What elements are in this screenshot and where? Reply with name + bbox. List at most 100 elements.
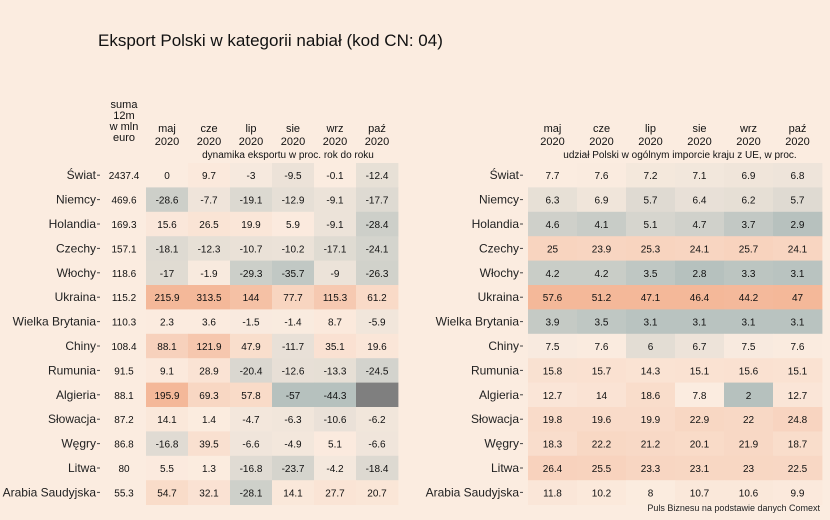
- cell-value-1-5-2: 47.1: [641, 293, 661, 304]
- cell-1-8-5: [773, 358, 823, 383]
- cell-value-0-11-5: -6.6: [368, 440, 386, 451]
- cell-value-0-0-1: 9.7: [202, 171, 216, 182]
- cell-value-0-1-2: -19.1: [240, 196, 263, 207]
- cell-value-0-2-4: -9.1: [326, 220, 344, 231]
- cell-value-0-5-1: 313.5: [196, 293, 221, 304]
- cell-0-11-4: [314, 431, 357, 457]
- cell-0-0-2: [230, 163, 273, 188]
- cell-value-1-7-0: 7.5: [546, 342, 560, 353]
- cell-value-1-0-5: 6.8: [791, 171, 805, 182]
- sum-header-line-1: 12m: [113, 110, 134, 122]
- cell-1-10-1: [577, 407, 627, 432]
- row-label-1-10: Słowacja: [471, 412, 519, 426]
- cell-1-2-5: [773, 211, 823, 237]
- cell-value-1-6-1: 3.5: [595, 318, 609, 329]
- cell-1-2-3: [675, 211, 725, 237]
- cell-value-0-12-4: -4.2: [326, 464, 344, 475]
- col-header-year-1-2: 2020: [638, 136, 662, 148]
- cell-1-12-0: [528, 455, 578, 481]
- cell-value-1-8-0: 15.8: [543, 366, 563, 377]
- cell-value-0-11-2: -6.6: [242, 440, 260, 451]
- cell-value-0-8-2: -20.4: [240, 366, 263, 377]
- cell-1-7-1: [577, 333, 627, 359]
- cell-value-1-13-1: 10.2: [592, 488, 612, 499]
- cell-value-1-5-3: 46.4: [690, 293, 710, 304]
- cell-value-1-0-3: 7.1: [693, 171, 707, 182]
- col-header-month-0-0: maj: [158, 123, 176, 135]
- cell-0-12-5: [356, 455, 399, 481]
- cell-value-1-9-4: 2: [746, 391, 752, 402]
- cell-0-8-5: [356, 358, 399, 383]
- cell-0-1-5: [356, 187, 399, 213]
- row-label-1-7: Chiny: [488, 339, 519, 353]
- cell-1-11-4: [724, 431, 774, 457]
- cell-1-3-1: [577, 236, 627, 261]
- cell-1-6-0: [528, 309, 578, 335]
- cell-value-1-13-2: 8: [648, 488, 654, 499]
- cell-1-9-1: [577, 382, 627, 408]
- cell-value-0-11-3: -4.9: [284, 440, 302, 451]
- cell-1-9-4: [724, 382, 774, 408]
- cell-0-3-2: [230, 236, 273, 261]
- cell-value-1-10-3: 22.9: [690, 415, 710, 426]
- cell-1-4-5: [773, 260, 823, 286]
- row-label-0-12: Litwa: [68, 461, 96, 475]
- cell-1-2-4: [724, 211, 774, 237]
- cell-0-12-4: [314, 455, 357, 481]
- sum-value-10: 87.2: [114, 415, 134, 426]
- cell-0-13-0: [146, 480, 189, 505]
- cell-0-12-1: [188, 455, 231, 481]
- cell-1-10-0: [528, 407, 578, 432]
- cell-1-9-5: [773, 382, 823, 408]
- cell-0-3-0: [146, 236, 189, 261]
- cell-value-0-3-5: -24.1: [366, 244, 389, 255]
- col-header-year-0-5: 2020: [365, 136, 389, 148]
- cell-1-12-3: [675, 455, 725, 481]
- cell-value-0-3-0: -18.1: [156, 244, 179, 255]
- cell-value-0-6-5: -5.9: [368, 318, 386, 329]
- cell-value-0-12-1: 1.3: [202, 464, 216, 475]
- cell-value-1-12-1: 25.5: [592, 464, 612, 475]
- cell-0-4-3: [272, 260, 315, 286]
- cell-value-0-2-0: 15.6: [157, 220, 177, 231]
- cell-value-1-9-0: 12.7: [543, 391, 563, 402]
- cell-1-2-0: [528, 211, 578, 237]
- cell-value-1-6-5: 3.1: [791, 318, 805, 329]
- cell-value-0-9-3: -57: [286, 391, 301, 402]
- cell-1-1-4: [724, 187, 774, 213]
- cell-1-4-1: [577, 260, 627, 286]
- cell-value-0-2-3: 5.9: [286, 220, 300, 231]
- sum-value-9: 88.1: [114, 391, 134, 402]
- cell-0-9-4: [314, 382, 357, 408]
- cell-1-4-4: [724, 260, 774, 286]
- cell-0-12-0: [146, 455, 189, 481]
- cell-1-8-2: [626, 358, 676, 383]
- cell-0-11-3: [272, 431, 315, 457]
- cell-0-13-3: [272, 480, 315, 505]
- cell-value-1-9-5: 12.7: [788, 391, 808, 402]
- cell-value-0-4-1: -1.9: [200, 269, 218, 280]
- cell-0-4-4: [314, 260, 357, 286]
- cell-value-1-3-3: 24.1: [690, 244, 710, 255]
- col-header-year-1-0: 2020: [540, 136, 564, 148]
- cell-value-1-12-5: 22.5: [788, 464, 808, 475]
- cell-1-11-5: [773, 431, 823, 457]
- col-header-year-1-3: 2020: [687, 136, 711, 148]
- cell-value-1-7-2: 6: [648, 342, 654, 353]
- cell-1-9-0: [528, 382, 578, 408]
- col-header-year-0-0: 2020: [155, 136, 179, 148]
- sum-value-2: 169.3: [111, 220, 136, 231]
- col-header-year-1-1: 2020: [589, 136, 613, 148]
- cell-0-9-5: [356, 382, 399, 408]
- row-label-0-10: Słowacja: [48, 412, 96, 426]
- chart-title: Eksport Polski w kategorii nabiał (kod C…: [98, 31, 443, 50]
- cell-value-1-10-5: 24.8: [788, 415, 808, 426]
- cell-value-0-13-5: 20.7: [367, 488, 387, 499]
- row-label-1-3: Czechy: [479, 241, 519, 255]
- cell-value-1-12-2: 23.3: [641, 464, 661, 475]
- cell-0-12-2: [230, 455, 273, 481]
- row-label-1-11: Węgry: [484, 437, 519, 451]
- cell-1-0-2: [626, 163, 676, 188]
- cell-1-5-4: [724, 285, 774, 310]
